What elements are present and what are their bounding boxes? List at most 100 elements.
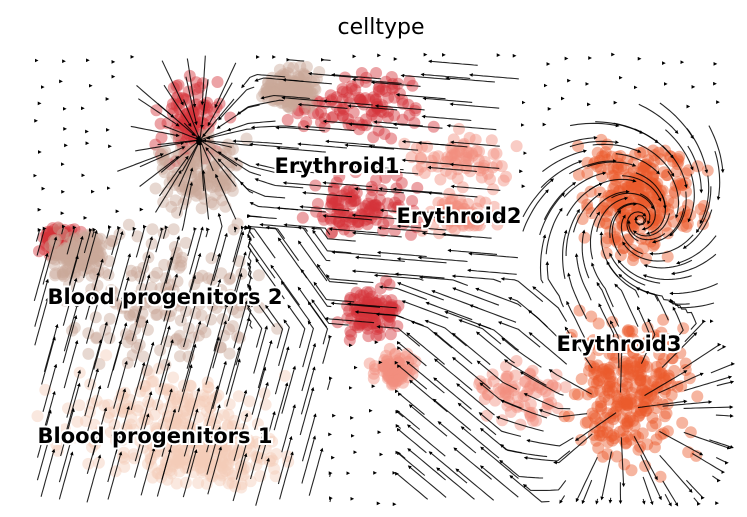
cell-point — [392, 199, 405, 212]
cell-point — [608, 357, 621, 369]
cell-point — [460, 149, 473, 162]
cell-point — [620, 430, 633, 443]
velocity-streamline — [575, 456, 598, 503]
cell-point — [326, 192, 339, 205]
cell-point — [581, 416, 594, 429]
cell-point — [59, 236, 72, 249]
velocity-streamline — [287, 304, 306, 349]
cell-point — [591, 359, 604, 372]
cell-point — [458, 207, 470, 220]
velocity-streamline — [281, 404, 296, 453]
cell-point — [166, 107, 179, 120]
cell-point — [50, 226, 63, 239]
cell-point — [629, 381, 642, 394]
cell-point — [196, 103, 209, 116]
cell-point — [651, 214, 663, 227]
cell-point — [629, 182, 642, 195]
cell-point — [357, 305, 370, 318]
cell-point — [608, 169, 621, 182]
cell-point — [379, 362, 392, 375]
cell-point — [491, 218, 504, 231]
cell-point — [269, 470, 282, 483]
cell-point — [443, 213, 456, 226]
cell-point — [406, 368, 419, 381]
cell-point — [367, 372, 380, 385]
cell-point — [227, 303, 239, 316]
cell-point — [610, 390, 623, 402]
cell-point — [373, 294, 386, 307]
cell-point — [77, 245, 90, 258]
cell-point — [148, 270, 161, 283]
cell-point — [86, 250, 99, 263]
cell-point — [477, 162, 490, 175]
velocity-streamline — [401, 300, 449, 319]
cell-point — [183, 183, 196, 195]
cell-point — [662, 369, 675, 382]
cell-point — [617, 396, 630, 409]
cell-point — [42, 233, 55, 245]
cell-point — [390, 366, 403, 378]
cell-point — [76, 258, 88, 271]
velocity-streamline — [480, 446, 519, 479]
cell-point — [639, 159, 652, 172]
cell-point — [624, 393, 637, 406]
cell-point — [617, 162, 630, 175]
cell-point — [624, 396, 637, 409]
cell-point — [661, 169, 674, 181]
cell-point — [363, 202, 376, 215]
cell-point — [448, 223, 461, 236]
cell-point — [168, 178, 181, 191]
velocity-streamline — [526, 437, 574, 447]
cell-point — [610, 450, 623, 463]
cell-point — [141, 323, 154, 336]
cell-point — [121, 336, 134, 349]
cell-point — [663, 372, 675, 385]
cell-point — [477, 211, 490, 224]
cell-point — [640, 374, 653, 387]
cell-point — [639, 460, 652, 472]
cell-point — [56, 268, 69, 281]
cell-point — [598, 390, 611, 403]
cell-point — [57, 246, 70, 259]
cell-point — [223, 144, 236, 157]
cell-point — [336, 85, 349, 98]
cell-point — [598, 150, 611, 162]
cluster-label-erythroid3: Erythroid3 — [556, 332, 681, 356]
cell-point — [642, 154, 655, 167]
cell-point — [492, 383, 505, 395]
velocity-streamline — [716, 380, 735, 387]
cell-point — [646, 411, 659, 424]
cell-point — [146, 223, 159, 236]
cell-point — [370, 199, 382, 212]
cell-point — [388, 109, 401, 122]
velocity-streamline — [107, 451, 123, 500]
velocity-streamline — [662, 480, 679, 507]
cell-point — [226, 320, 239, 333]
cell-point — [587, 385, 600, 398]
cell-point — [439, 155, 452, 168]
cell-point — [44, 230, 57, 243]
cell-point — [632, 369, 645, 382]
cell-point — [231, 306, 244, 319]
cell-point — [623, 414, 636, 427]
cell-point — [91, 247, 104, 260]
cell-point — [385, 300, 398, 313]
velocity-streamline — [712, 475, 721, 482]
cell-point — [107, 295, 120, 308]
cell-point — [201, 390, 213, 403]
cell-point — [318, 213, 330, 226]
cell-point — [52, 246, 65, 259]
cell-point — [647, 390, 660, 403]
cell-point — [362, 298, 375, 311]
cell-point — [144, 398, 157, 411]
velocity-streamline — [328, 471, 332, 478]
cell-point — [125, 264, 138, 277]
cell-point — [179, 305, 192, 317]
cell-point — [487, 375, 500, 388]
velocity-streamline — [715, 414, 734, 418]
cell-point — [103, 255, 116, 268]
cell-point — [620, 357, 633, 370]
cell-point — [507, 384, 520, 396]
cell-point — [379, 85, 392, 97]
